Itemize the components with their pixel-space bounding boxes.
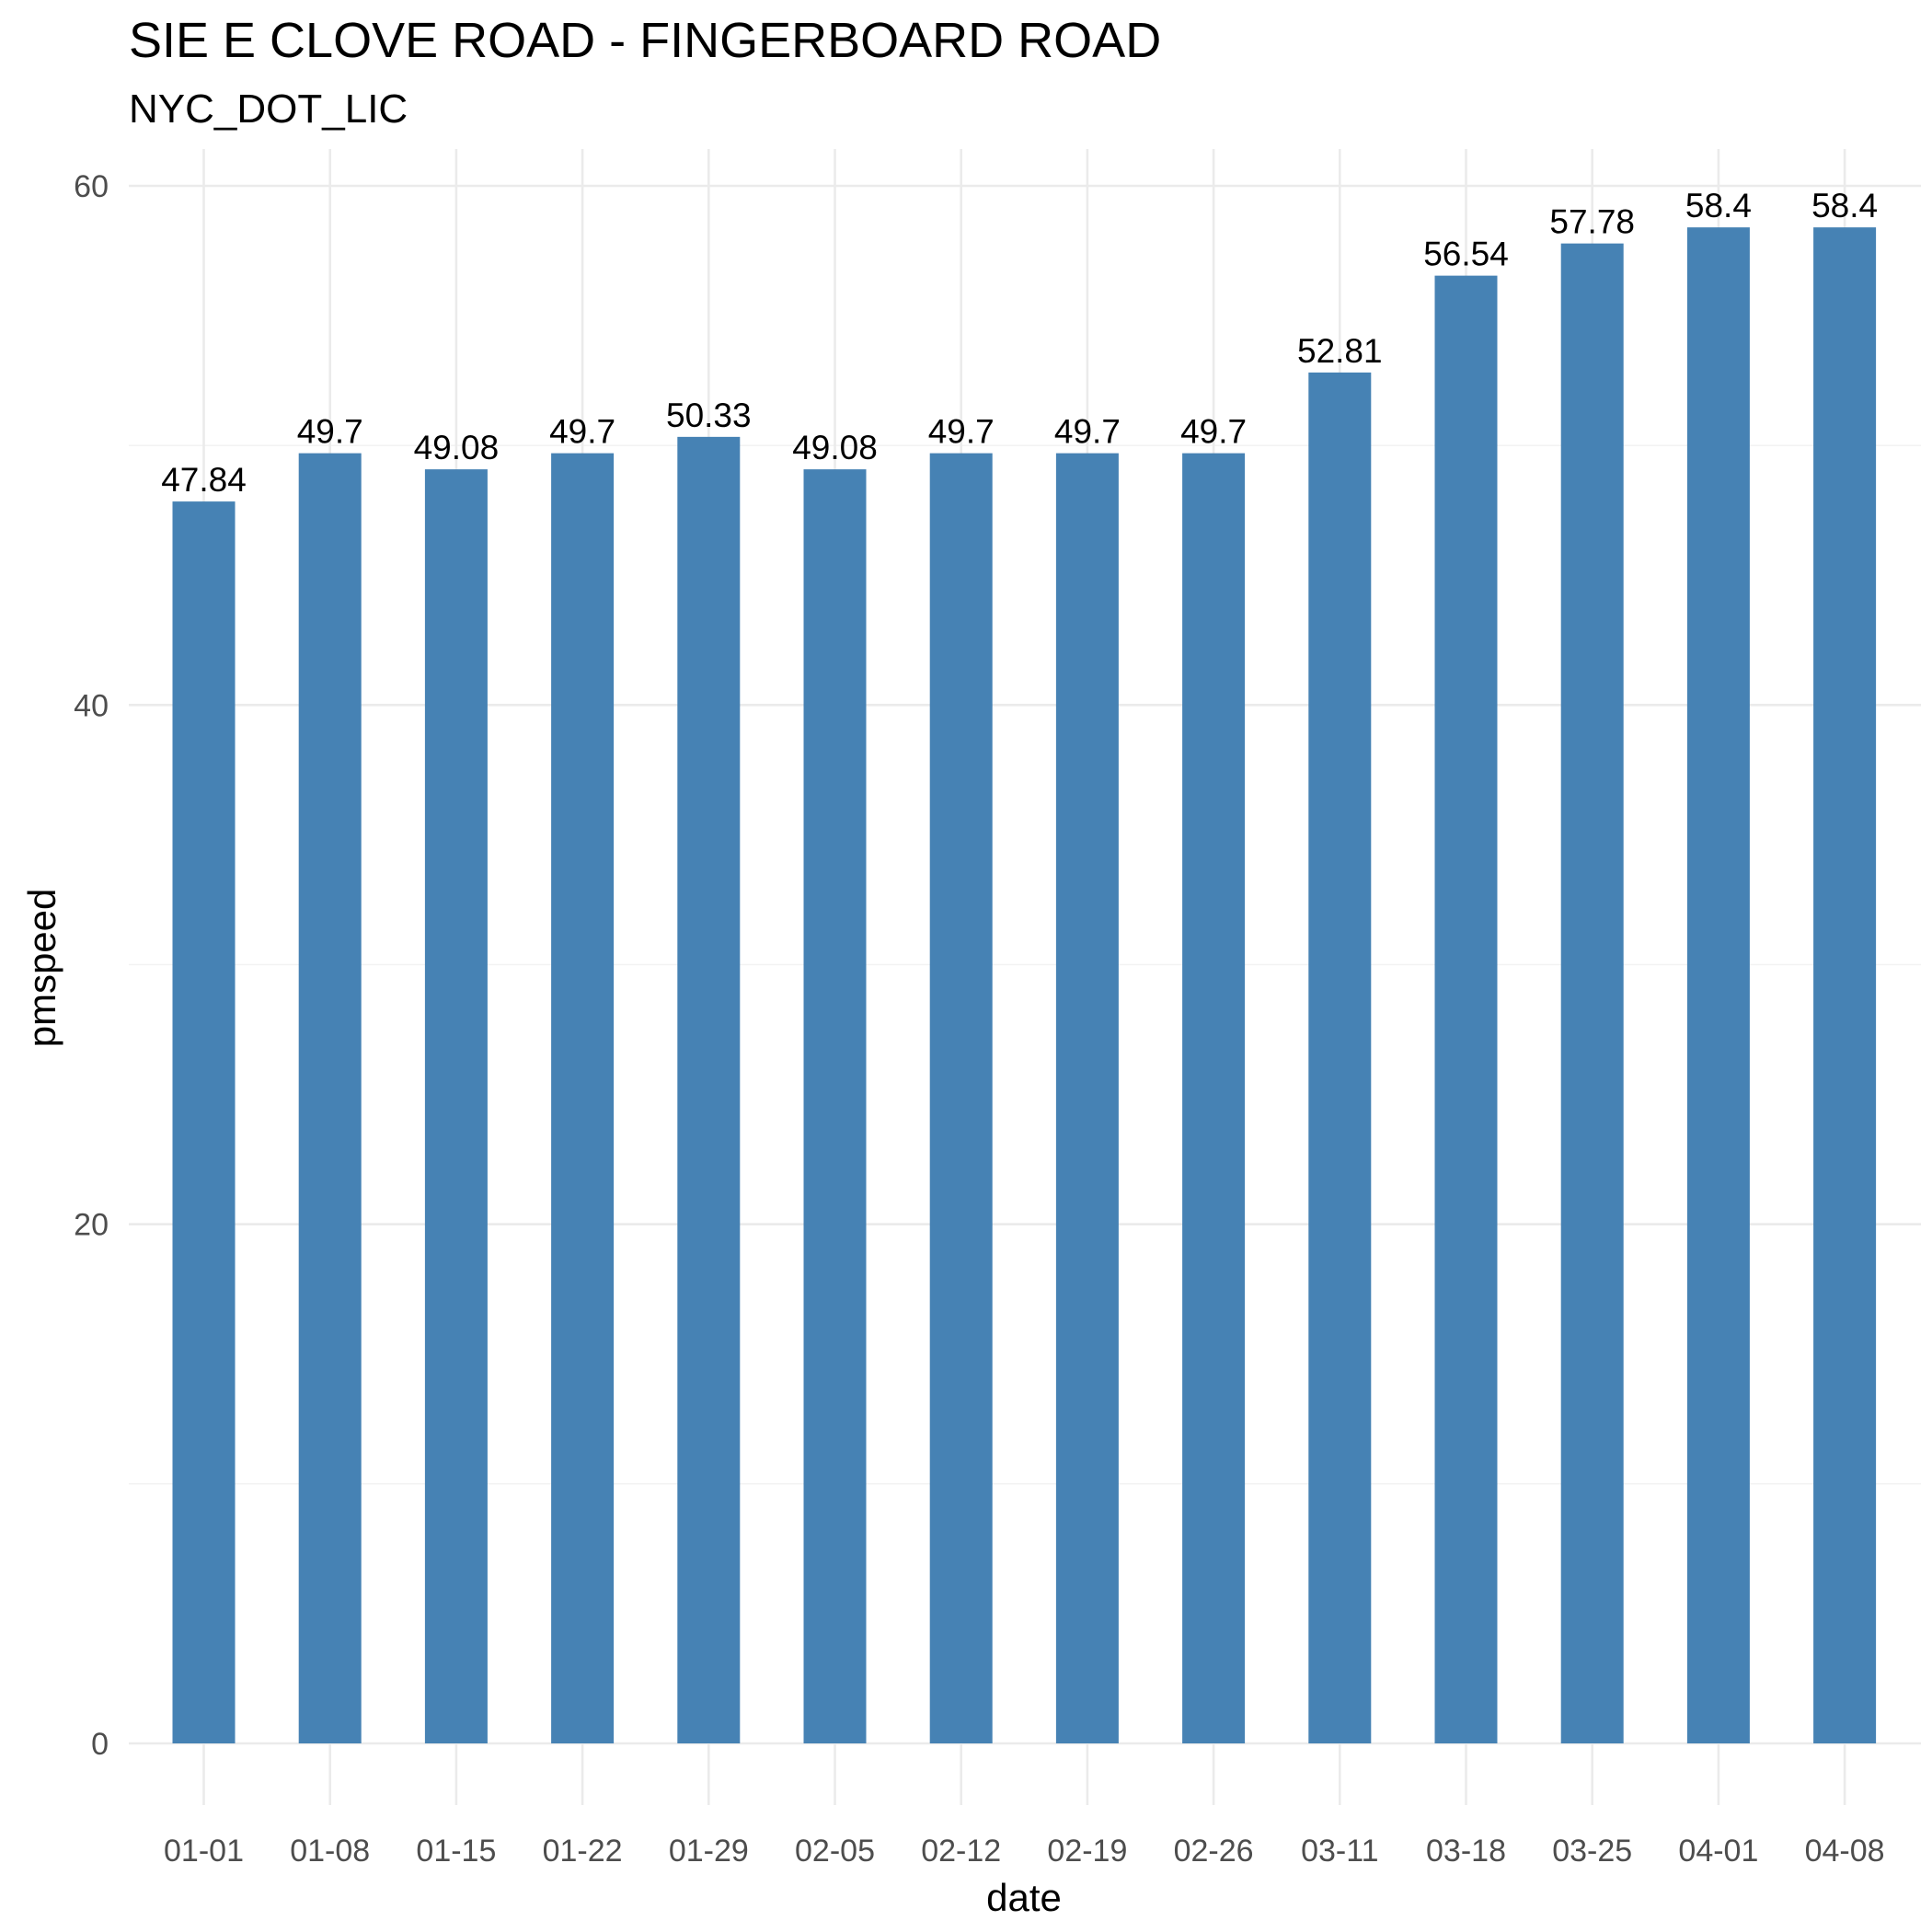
x-tick-label: 04-01: [1678, 1834, 1758, 1869]
bar: [1560, 243, 1624, 1743]
x-tick-label: 04-08: [1805, 1834, 1885, 1869]
data-label: 49.7: [297, 413, 363, 451]
y-axis-title: pmspeed: [20, 889, 63, 1048]
x-tick-label: 01-15: [416, 1834, 496, 1869]
data-label: 49.7: [1180, 413, 1247, 451]
x-tick-label: 03-11: [1301, 1834, 1378, 1869]
x-tick-label: 02-19: [1047, 1834, 1127, 1869]
data-label: 52.81: [1297, 332, 1383, 370]
y-tick-label: 0: [91, 1727, 109, 1762]
data-label: 58.4: [1685, 187, 1752, 224]
data-label: 58.4: [1811, 187, 1878, 224]
bar: [172, 501, 236, 1743]
bar: [1055, 453, 1119, 1744]
x-tick-label: 01-29: [669, 1834, 749, 1869]
y-axis-ticks: 0 20 40 60: [74, 169, 109, 1762]
bar: [424, 469, 488, 1744]
chart-title: SIE E CLOVE ROAD - FINGERBOARD ROAD: [129, 13, 1161, 68]
bar: [1813, 227, 1877, 1743]
data-label: 56.54: [1423, 236, 1509, 273]
bar: [1182, 453, 1246, 1744]
x-tick-label: 02-26: [1174, 1834, 1254, 1869]
data-label: 57.78: [1549, 203, 1635, 241]
x-tick-label: 02-12: [921, 1834, 1001, 1869]
bar: [1434, 275, 1498, 1744]
data-labels: 47.84 49.7 49.08 49.7 50.33 49.08 49.7 49.7 49.7…: [161, 187, 1878, 499]
bar: [1308, 372, 1372, 1744]
bar: [803, 469, 867, 1744]
y-tick-label: 20: [74, 1208, 109, 1243]
y-tick-label: 40: [74, 688, 109, 723]
data-label: 49.7: [1054, 413, 1121, 451]
data-label: 50.33: [666, 397, 752, 434]
x-axis-ticks: 01-01 01-08 01-15 01-22 01-29 02-05 02-12 02-19…: [164, 1834, 1885, 1869]
data-label: 49.08: [414, 429, 500, 466]
data-label: 49.7: [549, 413, 615, 451]
bar: [551, 453, 615, 1744]
data-label: 49.08: [792, 429, 878, 466]
chart-subtitle: NYC_DOT_LIC: [129, 86, 408, 132]
grid-lines: [129, 149, 1921, 1805]
bars: [172, 227, 1877, 1744]
data-label: 47.84: [161, 461, 247, 499]
x-tick-label: 01-08: [290, 1834, 370, 1869]
bar: [677, 436, 741, 1743]
x-tick-label: 02-05: [795, 1834, 875, 1869]
x-tick-label: 03-25: [1552, 1834, 1632, 1869]
x-axis-title: date: [986, 1876, 1062, 1919]
x-tick-label: 01-22: [543, 1834, 623, 1869]
bar: [929, 453, 993, 1744]
bar: [1686, 227, 1750, 1743]
y-tick-label: 60: [74, 169, 109, 204]
x-tick-label: 03-18: [1426, 1834, 1506, 1869]
x-tick-label: 01-01: [164, 1834, 244, 1869]
bar: [298, 453, 362, 1744]
data-label: 49.7: [928, 413, 995, 451]
